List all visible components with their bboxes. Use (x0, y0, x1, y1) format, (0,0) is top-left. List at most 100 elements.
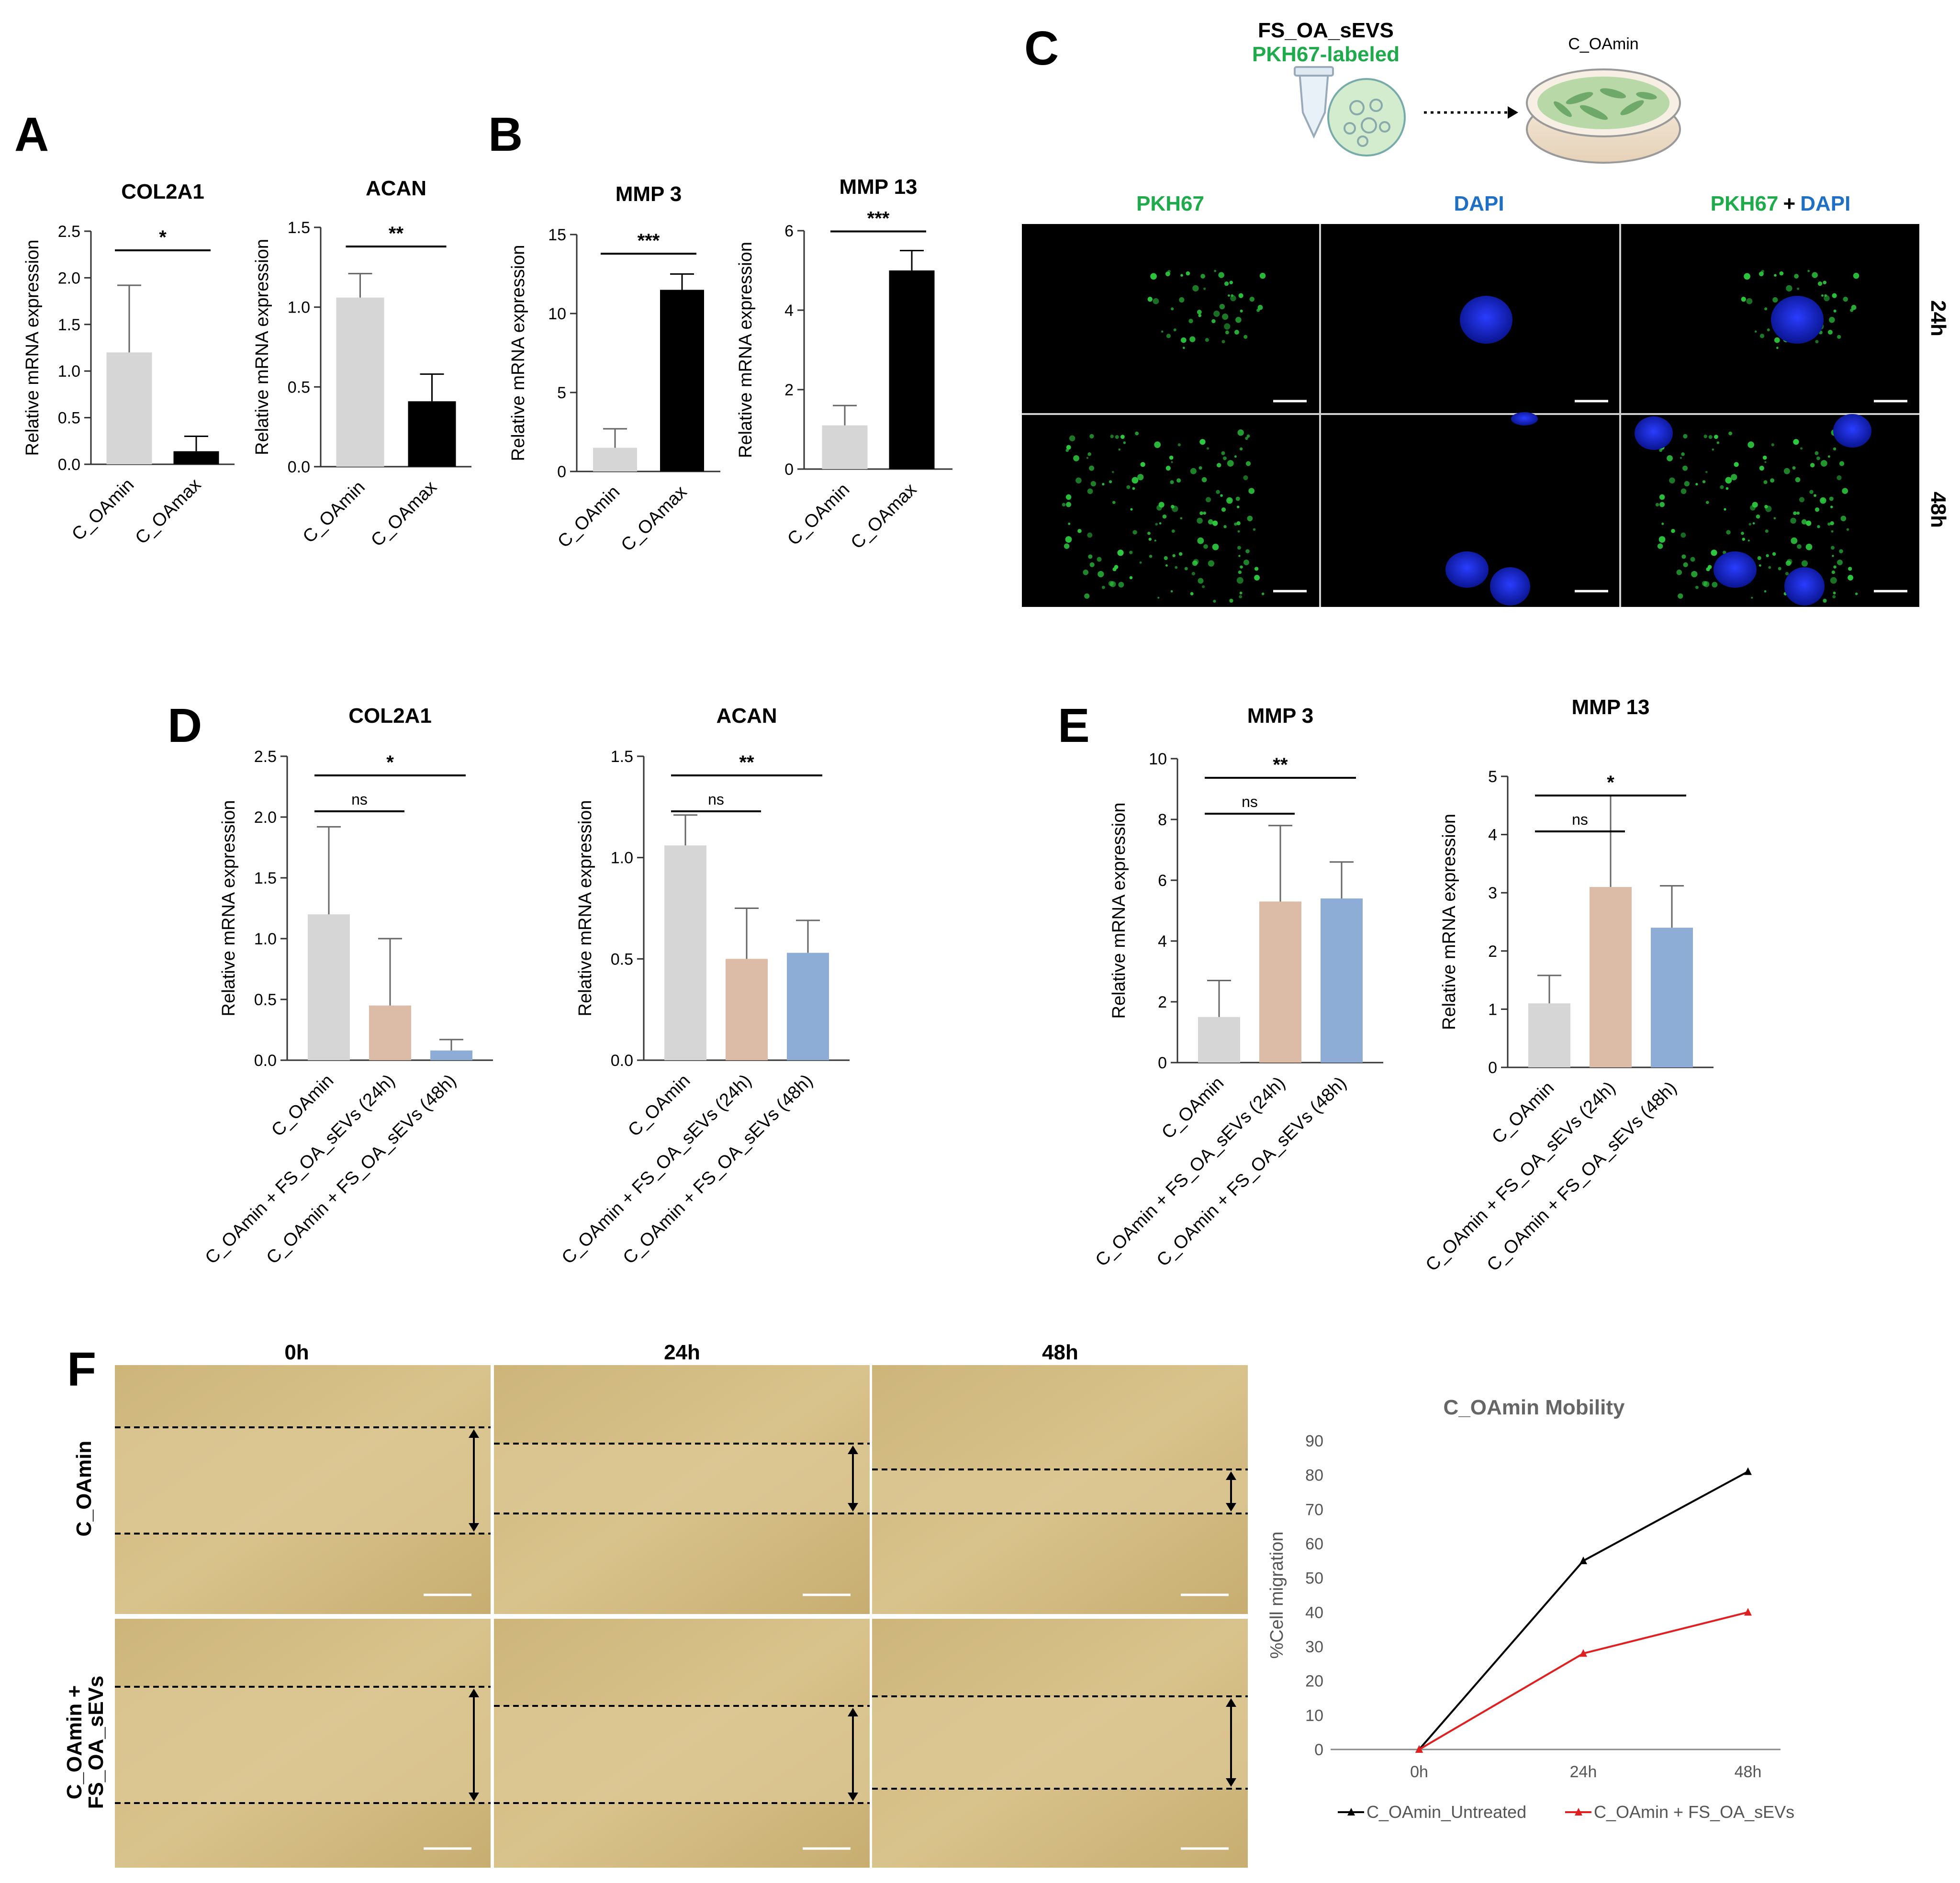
pkh67-dot (1084, 593, 1090, 599)
y-tick-label: 50 (1305, 1569, 1323, 1588)
bar (1259, 901, 1301, 1063)
pkh67-dot (1751, 596, 1753, 599)
pkh67-dot (1786, 285, 1792, 291)
scale-bars (1273, 400, 1907, 593)
pkh67-dot (1239, 447, 1243, 451)
series-point (1579, 1649, 1587, 1657)
pkh67-dot (1659, 502, 1665, 507)
y-tick-label: 0.0 (58, 456, 80, 474)
pkh67-dot (1154, 441, 1161, 448)
merge-signal-48h (1655, 429, 1858, 603)
y-axis-label: Relative mRNA expression (219, 800, 239, 1017)
series-line (1418, 1611, 1748, 1750)
pkh67-dot (1203, 511, 1206, 515)
y-tick-label: 2 (1488, 942, 1497, 961)
panel-letter-a: A (14, 108, 49, 161)
pkh67-dot (1186, 271, 1190, 276)
legend-marker (1347, 1808, 1355, 1816)
pkh67-dot (1843, 296, 1848, 302)
pkh67-dot (1772, 552, 1776, 556)
pkh67-dot (1117, 549, 1124, 556)
pkh67-dot (1222, 314, 1229, 320)
pkh67-dot (1695, 482, 1698, 486)
pkh67-dot (1180, 337, 1187, 343)
series-point (1744, 1467, 1752, 1475)
bar (593, 448, 637, 471)
pkh67-dot (1184, 567, 1188, 571)
pkh67-dot (1832, 293, 1837, 298)
y-tick-label: 4 (784, 302, 794, 320)
bar (822, 425, 868, 469)
pkh67-dot (1201, 477, 1207, 482)
pkh67-dot (1140, 462, 1145, 467)
y-tick-label: 2.0 (254, 808, 277, 827)
pkh67-dot (1077, 528, 1082, 533)
pkh67-dot (1090, 481, 1096, 487)
pkh67-dot (1066, 502, 1071, 507)
pkh67-dot (1089, 465, 1095, 471)
bar (726, 959, 768, 1060)
series-point (1579, 1556, 1587, 1564)
pkh67-dot (1126, 485, 1131, 489)
pkh67-dot (1792, 466, 1796, 470)
pkh67-dot (1243, 335, 1248, 339)
pkh67-dot (1129, 576, 1133, 580)
pkh67-dot (1162, 514, 1167, 519)
pkh67-dot (1198, 466, 1202, 470)
pkh67-dot (1812, 272, 1818, 278)
x-tick-label: 48h (1735, 1763, 1762, 1781)
pkh67-dot (1831, 570, 1836, 574)
pkh67-dot (1218, 272, 1224, 278)
pkh67-dot (1118, 582, 1124, 588)
significance-label: ns (1242, 793, 1258, 810)
pkh67-dot (1671, 528, 1675, 533)
pkh67-dot (1247, 516, 1253, 522)
y-tick-label: 0.5 (58, 409, 80, 427)
pkh67-dot (1131, 477, 1139, 484)
pkh67-signal-48h (1062, 429, 1265, 603)
pkh67-dot (1108, 581, 1114, 586)
pkh67-dot (1848, 567, 1852, 571)
pkh67-dot (1848, 574, 1853, 581)
target-label: C_OAmin (1568, 35, 1638, 53)
y-tick-label: 0.0 (288, 458, 310, 476)
pkh67-dot (1203, 287, 1206, 290)
pkh67-dot (1212, 520, 1218, 526)
pkh67-dot (1712, 448, 1714, 451)
col-header-48h: 48h (1042, 1341, 1078, 1364)
pkh67-dot (1130, 508, 1133, 511)
y-tick-label: 0 (1488, 1059, 1497, 1077)
tube-icon (1294, 66, 1406, 157)
pkh67-dot (1791, 537, 1798, 544)
y-tick-label: 0.5 (611, 950, 633, 968)
y-tick-label: 1.0 (58, 362, 80, 381)
pkh67-dot (1712, 582, 1718, 588)
row-label-treated-a: C_OAmin + (63, 1685, 86, 1799)
pkh67-dot (1829, 317, 1835, 323)
x-tick-label: 0h (1410, 1763, 1428, 1781)
pkh67-dot (1783, 468, 1790, 474)
panel-letter-e: E (1058, 699, 1090, 752)
pkh67-dot (1832, 595, 1836, 599)
category-label: C_OAmax (617, 482, 691, 556)
arrow-down-icon (469, 1523, 479, 1532)
pkh67-dot (1817, 525, 1820, 528)
pkh67-dot (1771, 443, 1774, 447)
pkh67-dot (1211, 319, 1216, 324)
pkh67-dot (1102, 585, 1105, 589)
panel-letter-d: D (168, 699, 202, 752)
category-label: C_OAmin (554, 482, 624, 552)
pkh67-dot (1228, 294, 1230, 297)
panel-letter-f: F (67, 1343, 96, 1396)
pkh67-dot (1166, 334, 1171, 338)
pkh67-dot (1831, 546, 1835, 550)
pkh67-dot (1239, 592, 1243, 594)
pkh67-dot (1165, 465, 1171, 471)
significance-label: * (386, 752, 394, 773)
pkh67-dot (1683, 434, 1688, 439)
row-label-24h: 24h (1926, 300, 1950, 336)
pkh67-dot (1742, 538, 1745, 541)
y-tick-label: 4 (1158, 932, 1167, 951)
pkh67-dot (1667, 455, 1673, 461)
pkh67-dot (1703, 434, 1707, 438)
